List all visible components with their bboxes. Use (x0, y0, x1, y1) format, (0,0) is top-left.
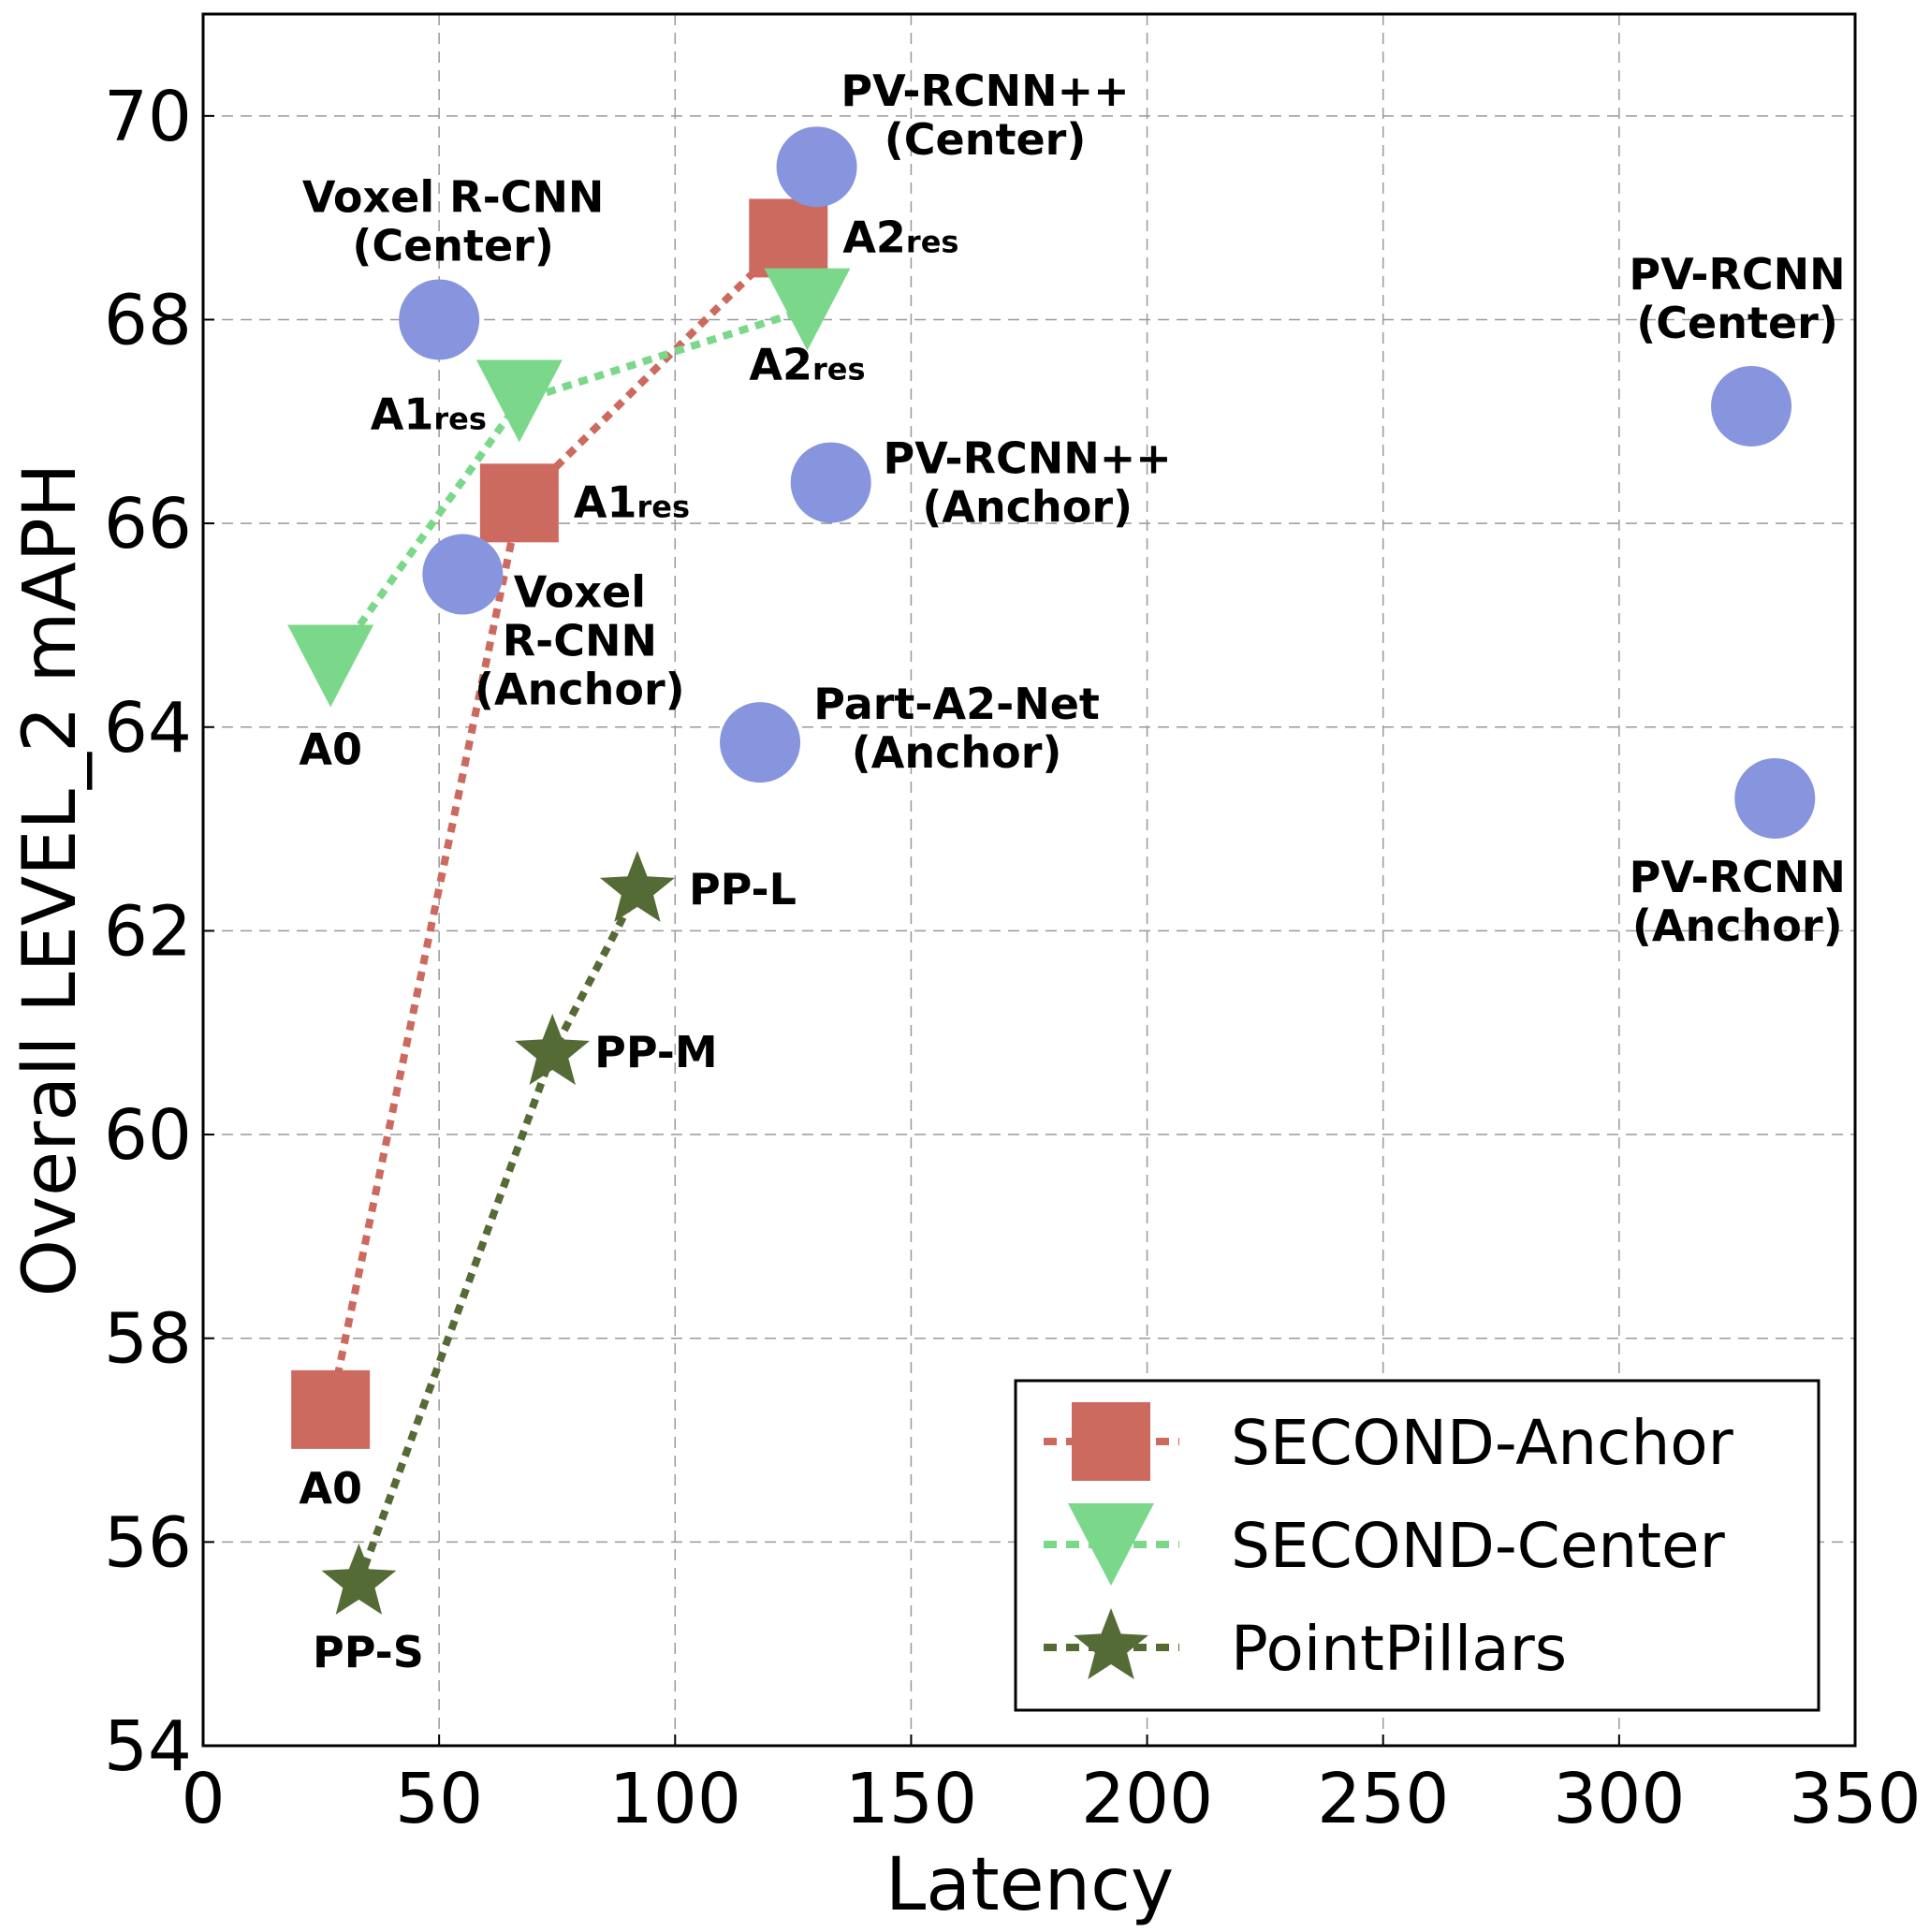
point-label: A2res (749, 340, 865, 390)
data-point-circle (1734, 757, 1816, 839)
point-label: Voxel R-CNN (Center) (302, 171, 605, 271)
y-tick-label: 64 (104, 688, 192, 768)
data-point-circle (720, 702, 801, 783)
y-tick-label: 66 (104, 484, 192, 564)
y-axis-title: Overall LEVEL_2 mAPH (8, 463, 93, 1297)
point-label-subscript: res (433, 402, 487, 437)
x-tick-label: 150 (845, 1759, 977, 1839)
x-tick-label: 300 (1553, 1759, 1685, 1839)
x-axis-title: Latency (885, 1843, 1174, 1927)
data-point-star (600, 850, 675, 922)
data-point-square (749, 198, 828, 278)
legend-marker (1068, 1503, 1154, 1586)
point-label: PV-RCNN++ (Center) (841, 66, 1129, 165)
legend-label: SECOND-Center (1231, 1510, 1726, 1582)
point-annotations: A0 A1res A2res A0 A1res A2res PP-S PP-M PP-L Voxe… (299, 66, 1846, 1677)
legend-label: SECOND-Anchor (1231, 1407, 1734, 1479)
data-point-circle (399, 279, 480, 360)
y-tick-label: 68 (104, 280, 192, 360)
y-tick-label: 58 (104, 1299, 192, 1380)
legend-marker (1072, 1402, 1150, 1481)
point-label: PV-RCNN (Anchor) (1630, 852, 1846, 951)
point-label-subscript: res (636, 489, 690, 524)
point-label: PP-M (594, 1027, 718, 1077)
legend-marker (1074, 1608, 1148, 1679)
grid-lines (202, 14, 1856, 1747)
series-line-0 (327, 235, 792, 1411)
point-label: A2res (842, 212, 958, 262)
data-point-triangle-down (287, 624, 374, 708)
point-label: Voxel R-CNN (Anchor) (475, 567, 685, 715)
point-label: A1res (371, 389, 487, 440)
data-point-square (479, 463, 559, 543)
legend: SECOND-Anchor SECOND-Center PointPillars (1014, 1379, 1820, 1712)
x-tick-label: 50 (395, 1759, 483, 1839)
point-label: A0 (299, 1463, 362, 1514)
point-label: A1res (574, 476, 690, 527)
legend-label: PointPillars (1231, 1613, 1567, 1685)
data-point-square (291, 1369, 371, 1449)
point-label: PP-L (689, 864, 797, 915)
point-label: PP-S (313, 1627, 424, 1677)
x-tick-label: 200 (1081, 1759, 1213, 1839)
x-tick-label: 250 (1317, 1759, 1449, 1839)
point-label-subscript: res (906, 224, 959, 259)
point-label: Part-A2-Net (Anchor) (813, 679, 1100, 778)
x-tick-label: 350 (1789, 1759, 1921, 1839)
y-tick-label: 70 (104, 77, 192, 157)
point-label-subscript: res (812, 352, 866, 388)
data-point-circle (776, 126, 857, 208)
data-point-circle (1711, 365, 1792, 446)
y-tick-label: 60 (104, 1095, 192, 1176)
data-point-triangle-down (764, 268, 851, 351)
y-tick-label: 54 (104, 1706, 192, 1787)
point-label: A0 (299, 724, 362, 774)
plot-frame (201, 12, 1857, 1748)
data-markers (287, 126, 1816, 1615)
data-point-triangle-down (475, 359, 563, 443)
data-point-circle (790, 442, 871, 523)
data-point-star (515, 1014, 591, 1085)
data-point-circle (422, 534, 504, 615)
point-label: PV-RCNN++ (Anchor) (884, 433, 1172, 533)
point-label: PV-RCNN (Center) (1629, 249, 1845, 348)
data-point-star (321, 1543, 397, 1615)
y-tick-label: 62 (104, 891, 192, 972)
y-tick-label: 56 (104, 1502, 192, 1583)
axis-ticks: 0 50 100 150 200 250 300 350 54 56 58 60 62 64 66 68 70 (104, 77, 1922, 1839)
x-tick-label: 0 (181, 1759, 225, 1839)
series-line-2 (355, 888, 641, 1585)
x-tick-label: 100 (609, 1759, 741, 1839)
